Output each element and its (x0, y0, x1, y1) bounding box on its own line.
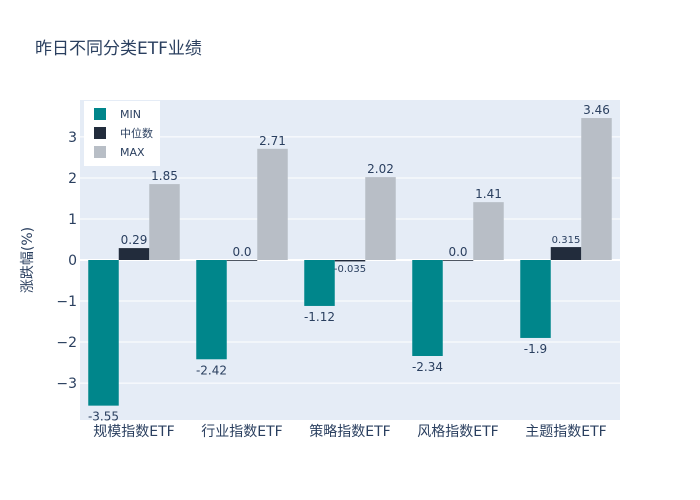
data-label: -0.035 (334, 264, 366, 275)
data-label: 0.29 (121, 233, 148, 247)
data-label: -1.12 (304, 310, 335, 324)
y-axis-title: 涨跌幅(%) (20, 227, 36, 293)
y-tick-label: 3 (68, 130, 77, 146)
data-label: -2.34 (412, 360, 443, 374)
data-label: 2.71 (259, 134, 286, 148)
data-label: -2.42 (196, 363, 227, 377)
bars-group (88, 118, 612, 406)
data-label: 1.85 (151, 169, 178, 183)
y-tick-label: −2 (56, 335, 77, 351)
data-label: 0.0 (232, 245, 251, 259)
chart-title: 昨日不同分类ETF业绩 (35, 39, 202, 59)
legend-swatch-0[interactable] (94, 108, 106, 120)
y-tick-label: 2 (68, 171, 77, 187)
bar-MAX-3[interactable] (473, 202, 504, 260)
bar-中位数-3[interactable] (442, 260, 474, 261)
x-tick-label: 主题指数ETF (525, 424, 606, 440)
x-tick-label: 规模指数ETF (93, 424, 174, 440)
bar-中位数-0[interactable] (118, 248, 150, 260)
bar-MAX-2[interactable] (365, 177, 396, 260)
data-label: -3.55 (88, 410, 119, 424)
bar-中位数-2[interactable] (334, 260, 366, 262)
legend-label-1[interactable]: 中位数 (120, 126, 153, 140)
data-labels: -3.55 0.29 1.85 -2.42 0.0 2.71 -1.12 -0.035 2.02… (88, 103, 610, 424)
data-label: 0.315 (552, 235, 581, 246)
legend-label-0[interactable]: MIN (120, 108, 141, 121)
legend[interactable]: MIN 中位数 MAX (84, 101, 160, 166)
bar-MIN-3[interactable] (412, 260, 443, 356)
data-label: 1.41 (475, 187, 502, 201)
bar-MAX-0[interactable] (149, 184, 180, 260)
x-axis-ticks: 规模指数ETF 行业指数ETF 策略指数ETF 风格指数ETF 主题指数ETF (93, 423, 606, 440)
y-tick-label: 1 (68, 212, 77, 228)
y-tick-label: −1 (56, 294, 77, 310)
data-label: 2.02 (367, 162, 394, 176)
legend-swatch-2[interactable] (94, 146, 106, 158)
y-axis-ticks: 3 2 1 0 −1 −2 −3 (56, 130, 77, 392)
x-tick-label: 策略指数ETF (309, 423, 390, 440)
bar-MIN-0[interactable] (88, 260, 119, 406)
bar-MIN-1[interactable] (196, 260, 227, 360)
legend-swatch-1[interactable] (94, 127, 106, 139)
bar-MIN-2[interactable] (304, 260, 335, 306)
data-label: 0.0 (448, 245, 467, 259)
data-label: 3.46 (583, 103, 610, 117)
bar-MIN-4[interactable] (520, 260, 551, 338)
legend-label-2[interactable]: MAX (120, 146, 145, 159)
bar-MAX-1[interactable] (257, 148, 288, 260)
bar-MAX-4[interactable] (581, 118, 612, 260)
x-tick-label: 行业指数ETF (201, 424, 282, 440)
y-tick-label: −3 (56, 376, 77, 392)
x-tick-label: 风格指数ETF (417, 424, 498, 440)
data-label: -1.9 (524, 342, 547, 356)
bar-中位数-4[interactable] (550, 247, 582, 260)
y-tick-label: 0 (68, 253, 77, 269)
bar-中位数-1[interactable] (226, 260, 258, 261)
